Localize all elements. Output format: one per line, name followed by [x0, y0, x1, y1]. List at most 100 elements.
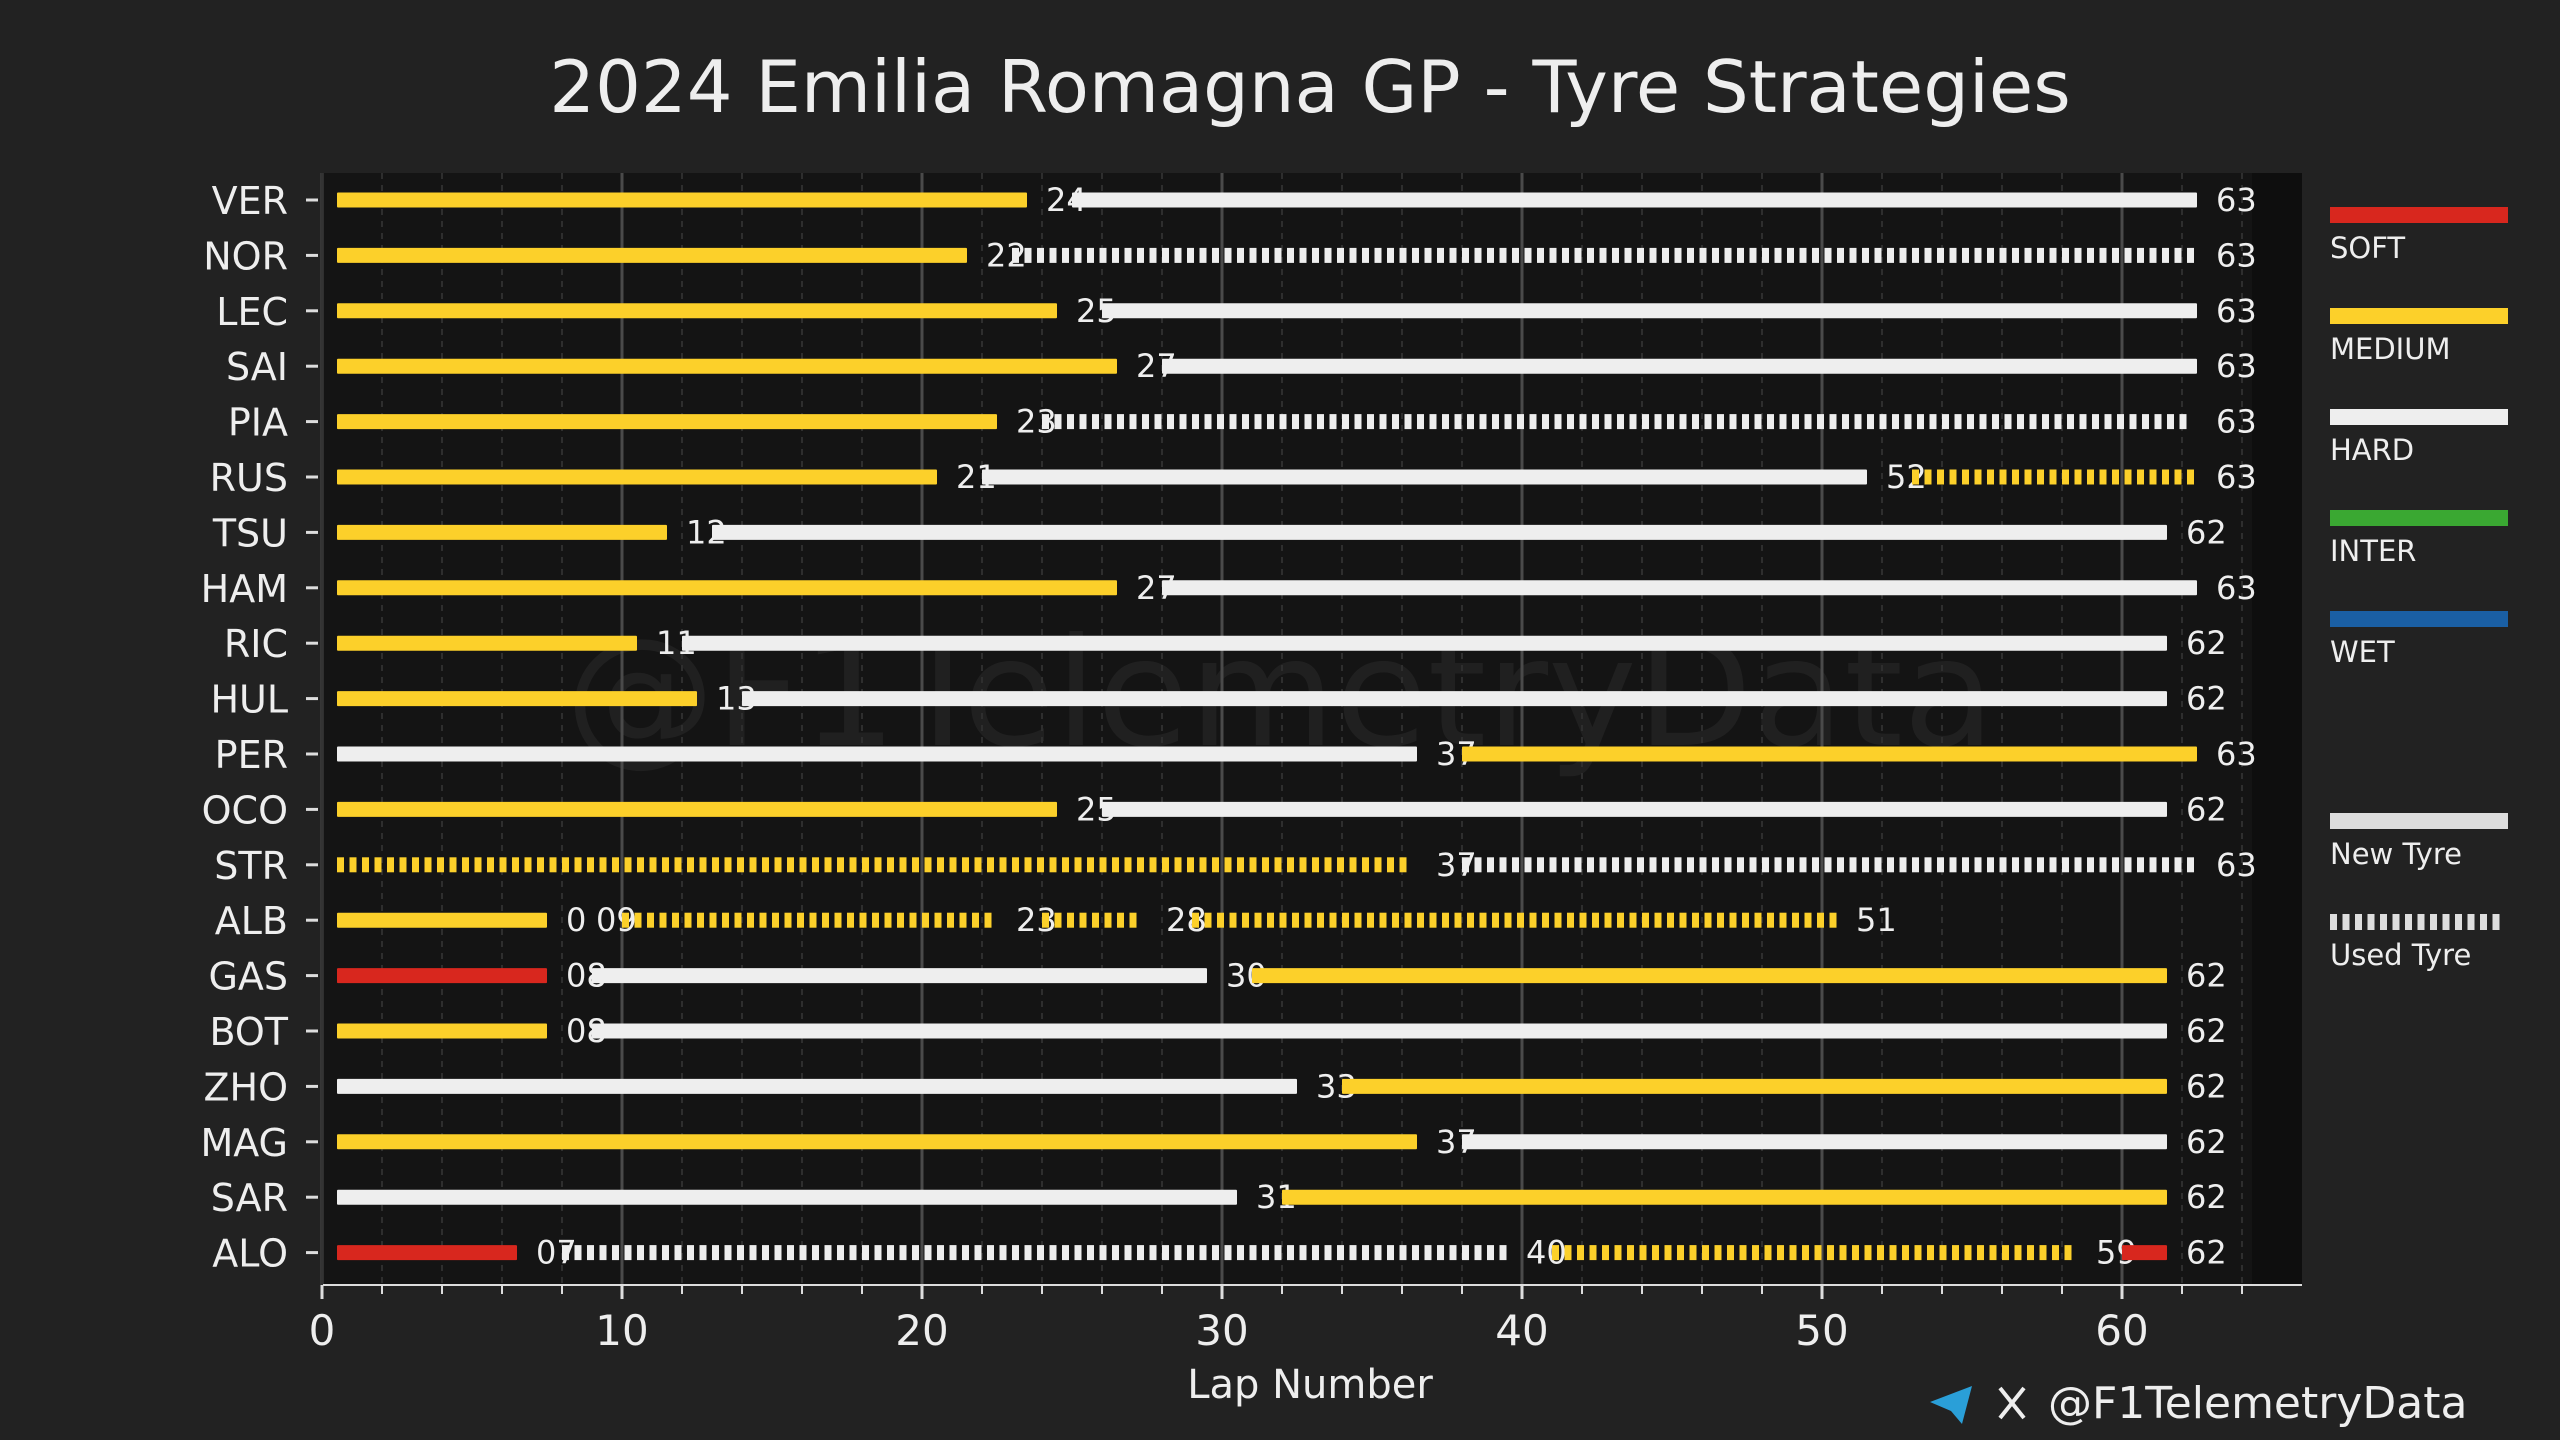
stint-bar-medium	[1282, 1189, 2167, 1205]
driver-row-oco: OCO 25 62	[202, 788, 2227, 832]
driver-row-zho: ZHO 33 62	[203, 1065, 2226, 1109]
driver-row-ric: RIC 11 62	[224, 622, 2227, 666]
driver-row-per: PER 37 63	[215, 733, 2257, 777]
driver-label: PER	[215, 733, 288, 777]
stint-end-label: 62	[2186, 1178, 2227, 1216]
stint-bar-used-hard	[562, 1245, 1507, 1261]
driver-label: RIC	[224, 622, 288, 666]
stint-bar-used-hard	[1012, 247, 2194, 263]
stint-bar-soft	[2122, 1245, 2167, 1261]
x-tick-label: 60	[2095, 1306, 2148, 1355]
driver-label: BOT	[209, 1010, 288, 1054]
stint-end-label: 28	[1166, 901, 1207, 939]
stint-bar-used-medium	[622, 912, 992, 928]
driver-label: ALO	[212, 1232, 288, 1276]
stint-bar-medium	[1462, 746, 2197, 762]
legend-label-inter: INTER	[2330, 534, 2416, 568]
stint-bar-medium	[337, 414, 997, 430]
stint-end-label: 62	[2186, 513, 2227, 551]
stint-end-label: 52	[1886, 458, 1927, 496]
driver-label: SAR	[211, 1176, 288, 1220]
driver-row-str: STR 37 63	[214, 844, 2256, 888]
driver-label: TSU	[212, 511, 288, 555]
stint-bar-used-medium	[1042, 912, 1137, 928]
stint-bar-medium	[1252, 968, 2167, 984]
legend: SOFT MEDIUM HARD INTER WET New Tyre Used Tyre	[2330, 207, 2508, 972]
driver-row-pia: PIA 23 63	[228, 401, 2257, 445]
driver-row-sar: SAR 31 62	[211, 1176, 2227, 1220]
stint-end-label: 22	[986, 236, 1027, 274]
stint-end-label: 23	[1016, 403, 1057, 441]
stint-bar-used-medium	[1192, 912, 1837, 928]
stint-end-label: 63	[2216, 569, 2257, 607]
stint-end-label: 62	[2186, 680, 2227, 718]
stint-end-label: 62	[2186, 1123, 2227, 1161]
stint-bar-medium	[337, 912, 547, 928]
stint-bar-medium	[337, 580, 1117, 596]
legend-label-medium: MEDIUM	[2330, 332, 2450, 366]
driver-label: ALB	[215, 899, 288, 943]
driver-label: RUS	[210, 456, 288, 500]
stint-bar-medium	[337, 303, 1057, 319]
stint-end-label: 40	[1526, 1234, 1567, 1272]
legend-label-used-tyre: Used Tyre	[2330, 938, 2471, 972]
driver-label: OCO	[202, 788, 288, 832]
stint-bar-soft	[337, 1245, 517, 1261]
driver-row-ver: VER 24 63	[212, 179, 2257, 223]
stint-bar-hard	[1072, 192, 2197, 208]
legend-swatch-hard	[2330, 409, 2508, 425]
stint-bar-hard	[982, 469, 1867, 485]
x-tick-label: 30	[1195, 1306, 1248, 1355]
credit: @F1TelemetryData	[1930, 1378, 2467, 1429]
driver-label: VER	[212, 179, 288, 223]
stint-end-label: 07	[536, 1234, 577, 1272]
driver-label: PIA	[228, 401, 288, 445]
driver-row-gas: GAS 08 30 62	[208, 955, 2226, 999]
x-icon	[1998, 1386, 2026, 1420]
plot-right-strip	[2252, 173, 2302, 1285]
legend-swatch-soft	[2330, 207, 2508, 223]
driver-row-sai: SAI 27 63	[226, 345, 2257, 389]
stint-end-label: 63	[2216, 292, 2257, 330]
stint-bar-hard	[592, 968, 1207, 984]
stint-end-label: 63	[2216, 236, 2257, 274]
driver-label: STR	[214, 844, 288, 888]
driver-label: LEC	[216, 290, 288, 334]
x-axis-label: Lap Number	[1187, 1362, 1433, 1408]
stint-bar-medium	[337, 524, 667, 540]
stint-bar-hard	[712, 524, 2167, 540]
driver-label: GAS	[208, 955, 288, 999]
driver-row-nor: NOR 22 63	[203, 234, 2256, 278]
stint-end-label: 63	[2216, 347, 2257, 385]
stint-end-label: 63	[2216, 181, 2257, 219]
x-tick-label: 40	[1495, 1306, 1548, 1355]
stint-bar-medium	[337, 1134, 1417, 1150]
stint-end-label: 63	[2216, 403, 2257, 441]
stint-bar-used-medium	[1912, 469, 2194, 485]
stint-bar-hard	[1162, 580, 2197, 596]
driver-row-hul: HUL 13 62	[210, 678, 2226, 722]
stint-end-label: 62	[2186, 1012, 2227, 1050]
stint-bar-used-medium	[1552, 1245, 2072, 1261]
driver-row-ham: HAM 27 63	[201, 567, 2257, 611]
legend-swatch-new-tyre	[2330, 813, 2508, 829]
legend-swatch-medium	[2330, 308, 2508, 324]
stint-bar-medium	[337, 635, 637, 651]
stint-bar-hard	[337, 1078, 1297, 1094]
stint-bar-medium	[1342, 1078, 2167, 1094]
stint-bar-hard	[337, 1189, 1237, 1205]
stint-end-label: 62	[2186, 1067, 2227, 1105]
stint-bar-hard	[682, 635, 2167, 651]
driver-label: SAI	[226, 345, 288, 389]
stint-end-label: 63	[2216, 846, 2257, 884]
stint-bar-medium	[337, 691, 697, 707]
stint-bar-hard	[1162, 358, 2197, 374]
driver-row-bot: BOT 08 62	[209, 1010, 2226, 1054]
legend-label-new-tyre: New Tyre	[2330, 837, 2462, 871]
telegram-icon	[1930, 1386, 1972, 1424]
legend-label-wet: WET	[2330, 635, 2395, 669]
stint-bar-soft	[337, 968, 547, 984]
